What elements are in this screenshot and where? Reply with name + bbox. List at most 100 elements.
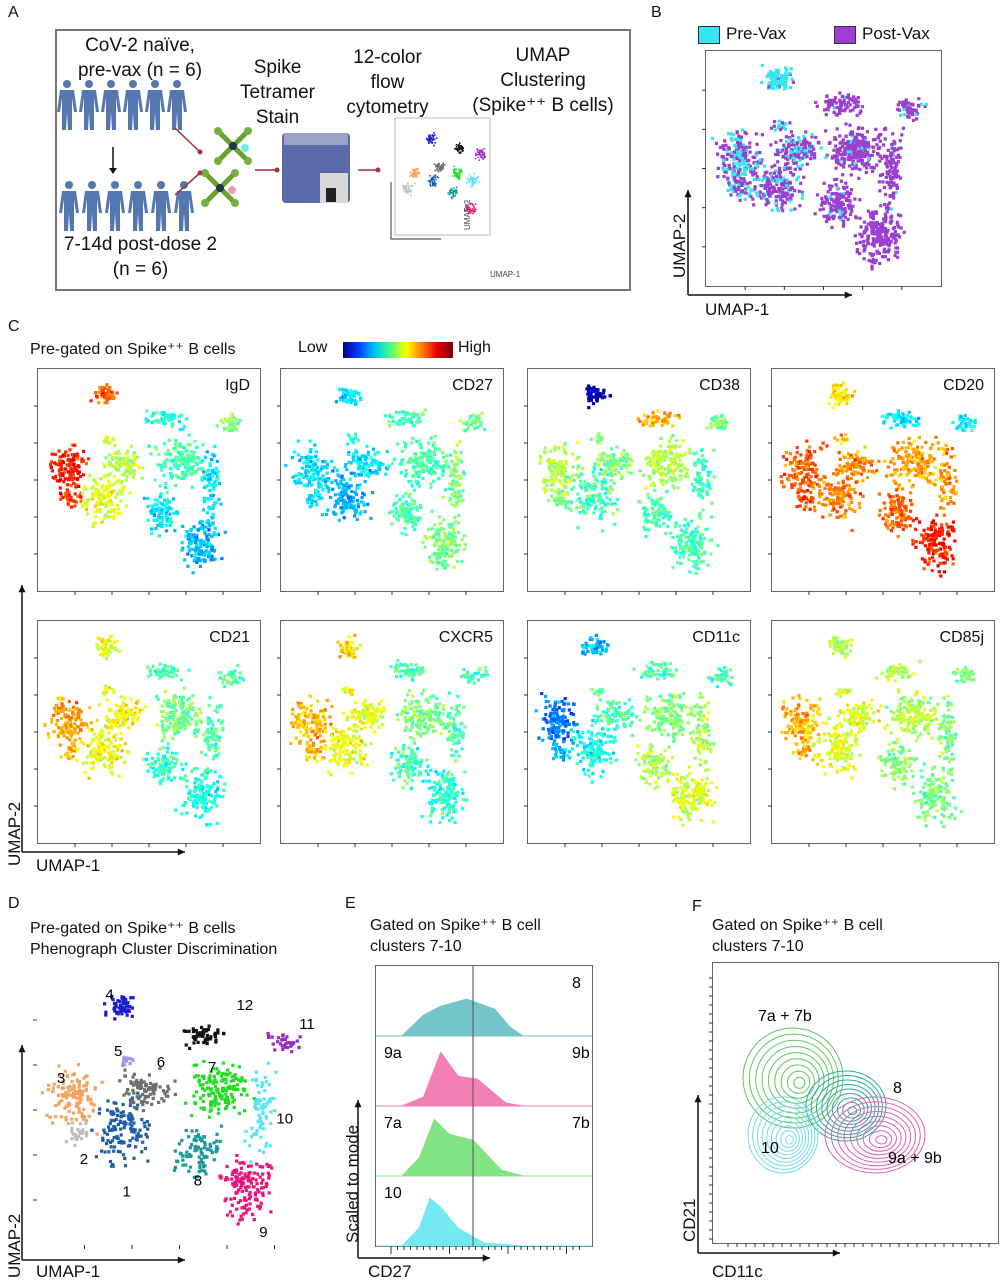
cell-point — [889, 221, 893, 225]
cell-point — [785, 184, 789, 188]
cell-point — [120, 473, 125, 477]
cell-point — [561, 483, 565, 487]
cell-point — [737, 194, 741, 198]
cell-point — [463, 543, 467, 547]
cell-point — [320, 478, 324, 482]
cell-point — [152, 511, 156, 515]
cell-point — [662, 458, 667, 462]
cell-point — [152, 518, 156, 522]
cell-point — [743, 155, 747, 159]
cell-point — [869, 463, 873, 467]
cell-point — [827, 498, 831, 502]
cell-point — [798, 158, 802, 162]
cell-point — [415, 517, 419, 521]
cell-point — [446, 563, 450, 567]
cell-point — [895, 183, 899, 187]
cell-point — [427, 441, 431, 445]
cell-point — [556, 472, 560, 476]
cell-point — [613, 502, 617, 506]
cell-point — [678, 416, 682, 420]
cell-point — [164, 485, 168, 489]
cell-point — [467, 424, 471, 428]
panel-label-b: B — [651, 4, 662, 21]
cell-point — [211, 504, 215, 508]
cell-point — [722, 147, 726, 151]
cell-point — [388, 424, 392, 428]
cell-point — [686, 523, 691, 527]
cell-point — [587, 406, 591, 410]
cell-point — [175, 457, 179, 461]
cell-point — [781, 176, 785, 180]
cell-point — [731, 170, 735, 174]
cell-point — [161, 419, 165, 423]
cell-point — [781, 148, 785, 152]
cell-point — [864, 140, 868, 144]
cell-point — [132, 462, 136, 466]
cell-point — [202, 474, 206, 478]
cell-point — [411, 506, 415, 510]
cell-point — [894, 175, 898, 179]
cell-point — [730, 138, 734, 142]
cell-point — [880, 226, 884, 230]
cell-point — [673, 446, 677, 450]
cell-point — [733, 187, 737, 191]
cell-point — [355, 484, 360, 488]
cell-point — [606, 489, 610, 493]
cell-point — [825, 153, 829, 157]
cell-point — [308, 465, 312, 469]
cell-point — [808, 484, 812, 488]
cell-point — [838, 457, 842, 461]
cell-point — [435, 461, 439, 465]
cell-point — [672, 453, 677, 457]
cell-point — [758, 159, 762, 163]
cell-point — [748, 192, 752, 196]
cell-point — [746, 159, 750, 163]
cell-point — [101, 502, 105, 506]
cell-point — [603, 479, 608, 483]
cell-point — [312, 495, 316, 499]
cell-point — [731, 132, 735, 137]
cell-point — [786, 157, 790, 161]
cell-point — [788, 188, 792, 192]
cell-point — [838, 396, 842, 400]
cell-point — [401, 502, 405, 506]
cell-point — [914, 113, 918, 117]
cell-point — [708, 470, 713, 474]
cell-point — [228, 416, 232, 420]
cell-point — [893, 183, 897, 187]
cell-point — [575, 466, 580, 470]
cell-point — [154, 527, 158, 531]
cell-point — [876, 136, 880, 140]
cell-point — [898, 155, 902, 160]
cell-point — [469, 423, 474, 427]
cell-point — [644, 535, 648, 539]
cell-point — [193, 541, 197, 545]
cell-point — [859, 149, 863, 153]
cell-point — [435, 558, 439, 562]
cell-point — [565, 500, 569, 504]
cell-point — [663, 411, 667, 415]
cell-point — [794, 462, 798, 466]
cell-point — [789, 130, 793, 134]
cell-point — [862, 458, 866, 462]
cell-point — [167, 416, 171, 420]
cell-point — [811, 500, 815, 504]
cell-point — [740, 172, 744, 176]
cell-point — [103, 474, 107, 478]
cell-point — [472, 426, 477, 431]
cell-point — [171, 422, 175, 426]
cell-point — [424, 464, 428, 468]
cell-point — [160, 520, 164, 525]
cell-point — [396, 422, 400, 426]
cell-point — [731, 155, 735, 159]
cell-point — [300, 466, 305, 470]
cell-point — [771, 82, 776, 86]
cell-point — [215, 467, 219, 471]
cell-point — [99, 477, 103, 481]
cell-point — [894, 250, 898, 254]
cell-point — [762, 164, 767, 168]
cell-point — [737, 164, 742, 168]
cell-point — [830, 103, 834, 107]
cell-point — [120, 462, 125, 466]
